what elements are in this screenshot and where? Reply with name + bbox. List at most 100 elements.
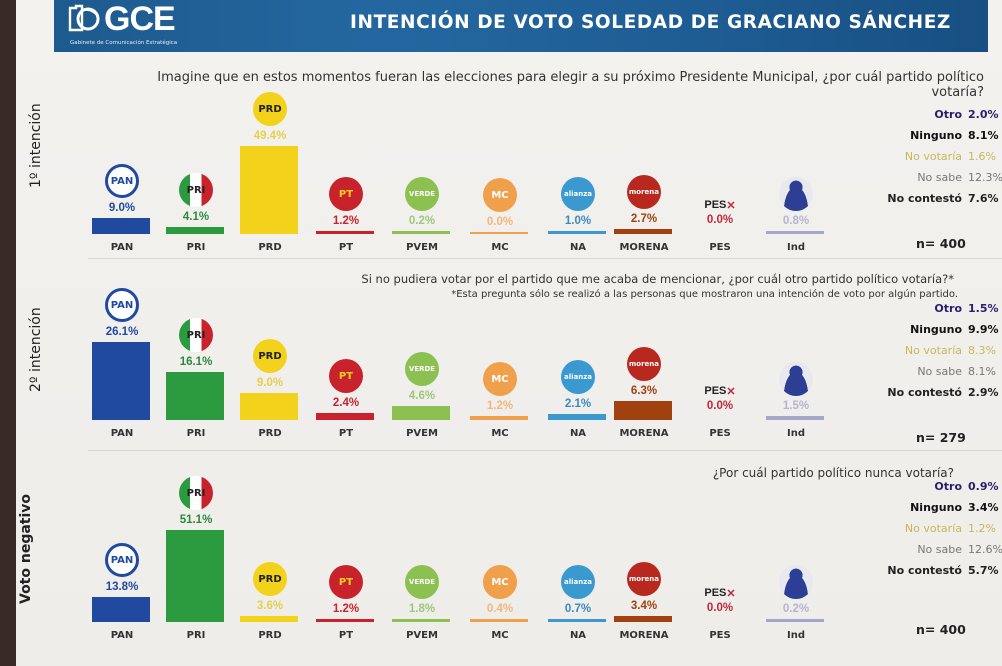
bar-category-label: PT bbox=[338, 428, 354, 439]
bar-value-label: 13.8% bbox=[105, 581, 139, 593]
other-response-value: 9.9% bbox=[968, 323, 999, 336]
bar-group-ind: 0.2% Ind bbox=[764, 0, 828, 641]
bar-category-label: PRD bbox=[258, 630, 282, 641]
bar-group-prd: 9.0% PRD PRD bbox=[238, 0, 302, 439]
section-divider bbox=[88, 258, 1002, 259]
other-response-label: No contestó bbox=[887, 192, 962, 205]
pes-logo-icon: PES ✕ bbox=[704, 385, 736, 398]
section-question: Imagine que en estos momentos fueran las… bbox=[157, 70, 984, 100]
morena-logo-icon: morena bbox=[627, 562, 661, 596]
other-response-row: No votaría 1.6% bbox=[846, 150, 1002, 166]
pt-logo-icon: PT bbox=[329, 359, 363, 393]
other-response-row: No sabe 12.6% bbox=[846, 543, 1002, 559]
other-response-value: 8.3% bbox=[968, 344, 996, 357]
bar-value-label: 51.1% bbox=[179, 514, 213, 526]
other-response-row: Otro 0.9% bbox=[846, 480, 1002, 496]
other-response-value: 1.6% bbox=[968, 150, 996, 163]
pvem-logo-icon: VERDE bbox=[405, 352, 439, 386]
logo-text: GCE bbox=[104, 0, 176, 38]
other-response-row: No contestó 7.6% bbox=[846, 192, 1002, 208]
bar-mc bbox=[470, 232, 528, 234]
bar-group-pes: 0.0% PES ✕ PES bbox=[688, 0, 752, 253]
bar-value-label: 2.4% bbox=[332, 397, 360, 409]
bar-value-label: 9.0% bbox=[108, 202, 136, 214]
section-question: ¿Por cuál partido político nunca votaría… bbox=[713, 466, 954, 480]
other-response-row: Ninguno 8.1% bbox=[846, 129, 1002, 145]
bar-value-label: 6.3% bbox=[630, 385, 658, 397]
bar-morena bbox=[614, 229, 672, 234]
bar-mc bbox=[470, 416, 528, 420]
bar-pt bbox=[316, 231, 374, 234]
pvem-logo-icon: VERDE bbox=[405, 177, 439, 211]
other-response-value: 2.9% bbox=[968, 386, 999, 399]
bar-group-pri: 4.1% PRI PRI bbox=[164, 0, 228, 253]
bar-group-pan: 26.1% PAN PAN bbox=[90, 0, 154, 439]
other-response-row: No votaría 8.3% bbox=[846, 344, 1002, 360]
bar-value-label: 1.2% bbox=[332, 215, 360, 227]
bar-category-label: PAN bbox=[110, 630, 134, 641]
section-side-label: 2º intención bbox=[28, 307, 44, 392]
bar-value-label: 0.4% bbox=[486, 603, 514, 615]
question-line-2: votaría? bbox=[931, 85, 984, 100]
other-response-label: No contestó bbox=[887, 386, 962, 399]
bar-category-label: PAN bbox=[110, 242, 134, 253]
bar-value-label: 16.1% bbox=[179, 356, 213, 368]
bar-category-label: MC bbox=[491, 630, 509, 641]
bar-value-label: 1.8% bbox=[408, 603, 436, 615]
bar-group-morena: 2.7% morena MORENA bbox=[612, 0, 676, 253]
other-response-row: Ninguno 9.9% bbox=[846, 323, 1002, 339]
bar-value-label: 0.0% bbox=[706, 214, 734, 226]
bar-ind bbox=[766, 619, 824, 622]
other-response-value: 8.1% bbox=[968, 129, 999, 142]
bar-category-label: NA bbox=[569, 242, 587, 253]
bar-category-label: Ind bbox=[787, 630, 805, 641]
bar-category-label: PT bbox=[338, 242, 354, 253]
bar-category-label: PES bbox=[709, 630, 731, 641]
bar-group-pri: 51.1% PRI PRI bbox=[164, 0, 228, 641]
other-response-value: 0.9% bbox=[968, 480, 999, 493]
other-response-row: No votaría 1.2% bbox=[846, 522, 1002, 538]
bar-category-label: PRI bbox=[186, 242, 206, 253]
mc-logo-icon: MC bbox=[483, 565, 517, 599]
bar-value-label: 26.1% bbox=[105, 326, 139, 338]
pri-logo-icon: PRI bbox=[179, 318, 213, 352]
prd-logo-icon: PRD bbox=[253, 562, 287, 596]
na-logo-icon: alianza bbox=[561, 177, 595, 211]
bar-group-pan: 9.0% PAN PAN bbox=[90, 0, 154, 253]
gce-logo-icon bbox=[68, 4, 100, 32]
poll-sheet: GCE Gabinete de Comunicación Estratégica… bbox=[16, 0, 1002, 666]
bar-pri bbox=[166, 227, 224, 234]
pes-logo-icon: PES ✕ bbox=[704, 199, 736, 212]
bar-na bbox=[548, 414, 606, 420]
other-response-label: No votaría bbox=[904, 344, 962, 357]
bar-group-prd: 3.6% PRD PRD bbox=[238, 0, 302, 641]
bar-value-label: 4.6% bbox=[408, 390, 436, 402]
bar-prd bbox=[240, 616, 298, 622]
bar-value-label: 1.0% bbox=[564, 215, 592, 227]
bar-value-label: 1.2% bbox=[332, 603, 360, 615]
other-response-label: Otro bbox=[934, 108, 962, 121]
bar-value-label: 0.7% bbox=[564, 603, 592, 615]
bar-value-label: 2.7% bbox=[630, 213, 658, 225]
page-title: INTENCIÓN DE VOTO SOLEDAD DE GRACIANO SÁ… bbox=[350, 12, 951, 33]
bar-category-label: NA bbox=[569, 428, 587, 439]
other-response-row: No sabe 12.3% bbox=[846, 171, 1002, 187]
other-response-value: 12.3% bbox=[968, 171, 1002, 184]
bar-value-label: 0.0% bbox=[706, 602, 734, 614]
morena-logo-icon: morena bbox=[627, 175, 661, 209]
bar-ind bbox=[766, 416, 824, 420]
bar-pt bbox=[316, 413, 374, 420]
section-divider bbox=[88, 450, 1002, 451]
bar-group-pt: 1.2% PT PT bbox=[314, 0, 378, 253]
other-response-value: 2.0% bbox=[968, 108, 999, 121]
other-response-row: No contestó 5.7% bbox=[846, 564, 1002, 580]
bar-pri bbox=[166, 372, 224, 420]
bar-na bbox=[548, 231, 606, 234]
bar-pvem bbox=[392, 231, 450, 234]
header-banner: GCE Gabinete de Comunicación Estratégica… bbox=[54, 0, 988, 52]
pes-logo-icon: PES ✕ bbox=[704, 587, 736, 600]
bar-category-label: PVEM bbox=[406, 428, 438, 439]
section-question: Si no pudiera votar por el partido que m… bbox=[361, 272, 954, 286]
bar-category-label: PVEM bbox=[406, 630, 438, 641]
bar-category-label: MC bbox=[491, 428, 509, 439]
